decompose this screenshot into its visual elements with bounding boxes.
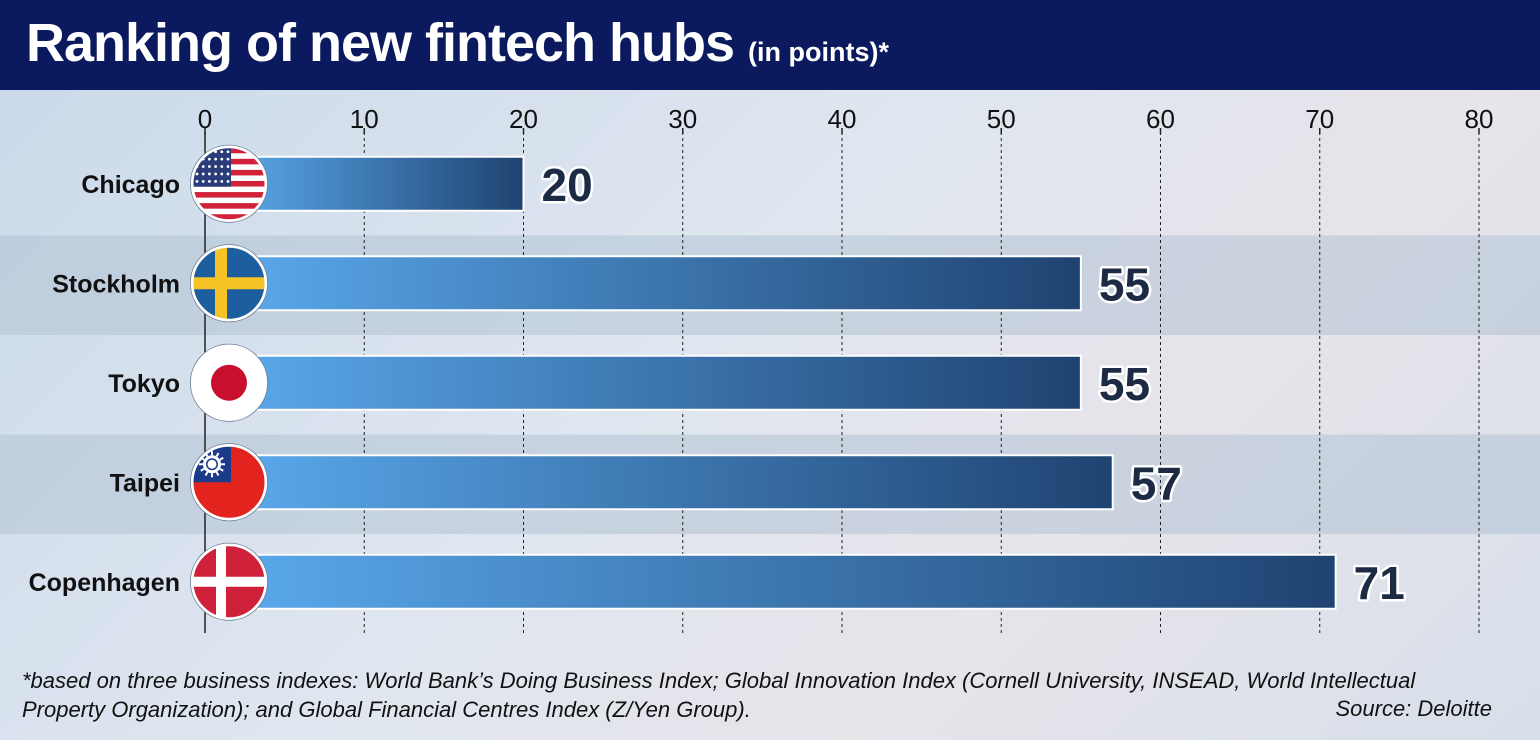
x-tick-label: 20 xyxy=(509,104,538,134)
x-tick-label: 40 xyxy=(828,104,857,134)
source-note: Source: Deloitte xyxy=(1335,696,1492,721)
usa-flag-icon xyxy=(190,144,268,223)
category-label: Copenhagen xyxy=(29,569,180,597)
title-bar: Ranking of new fintech hubs (in points)* xyxy=(0,0,1540,90)
category-label: Taipei xyxy=(110,469,180,497)
bar xyxy=(229,454,1114,511)
x-axis-ticks: 0 10 20 30 40 50 60 70 80 xyxy=(198,104,1494,134)
bars xyxy=(229,155,1337,610)
bar xyxy=(229,553,1337,610)
category-label: Chicago xyxy=(81,171,180,199)
denmark-flag-icon xyxy=(190,542,268,621)
category-labels: Chicago Stockholm Tokyo Taipei Copenhagen xyxy=(29,171,180,597)
footnote: *based on three business indexes: World … xyxy=(22,668,1416,722)
sweden-flag-icon xyxy=(190,244,268,323)
taiwan-flag-icon xyxy=(190,443,268,522)
bar xyxy=(229,354,1082,411)
x-tick-label: 30 xyxy=(668,104,697,134)
x-tick-label: 50 xyxy=(987,104,1016,134)
chart-subtitle: (in points)* xyxy=(748,37,890,67)
value-label: 71 xyxy=(1354,557,1405,609)
value-label: 57 xyxy=(1131,457,1182,509)
bar xyxy=(229,255,1082,312)
x-tick-label: 60 xyxy=(1146,104,1175,134)
x-tick-label: 10 xyxy=(350,104,379,134)
bar xyxy=(229,155,525,212)
x-tick-label: 70 xyxy=(1305,104,1334,134)
value-labels: 20 55 55 57 71 xyxy=(539,156,1407,611)
value-label: 20 xyxy=(542,159,593,211)
value-label: 55 xyxy=(1099,258,1150,310)
chart-title-text: Ranking of new fintech hubs xyxy=(26,13,735,73)
japan-flag-icon xyxy=(190,343,268,422)
category-label: Tokyo xyxy=(108,370,180,398)
chart-title: Ranking of new fintech hubs (in points)* xyxy=(26,12,889,74)
bar-chart: 0 10 20 30 40 50 60 70 80 Chicago Stockholm Tokyo T… xyxy=(0,104,1540,633)
x-tick-label: 0 xyxy=(198,104,212,134)
flags xyxy=(190,144,268,621)
x-tick-label: 80 xyxy=(1465,104,1494,134)
category-label: Stockholm xyxy=(52,270,180,298)
value-label: 55 xyxy=(1099,358,1150,410)
